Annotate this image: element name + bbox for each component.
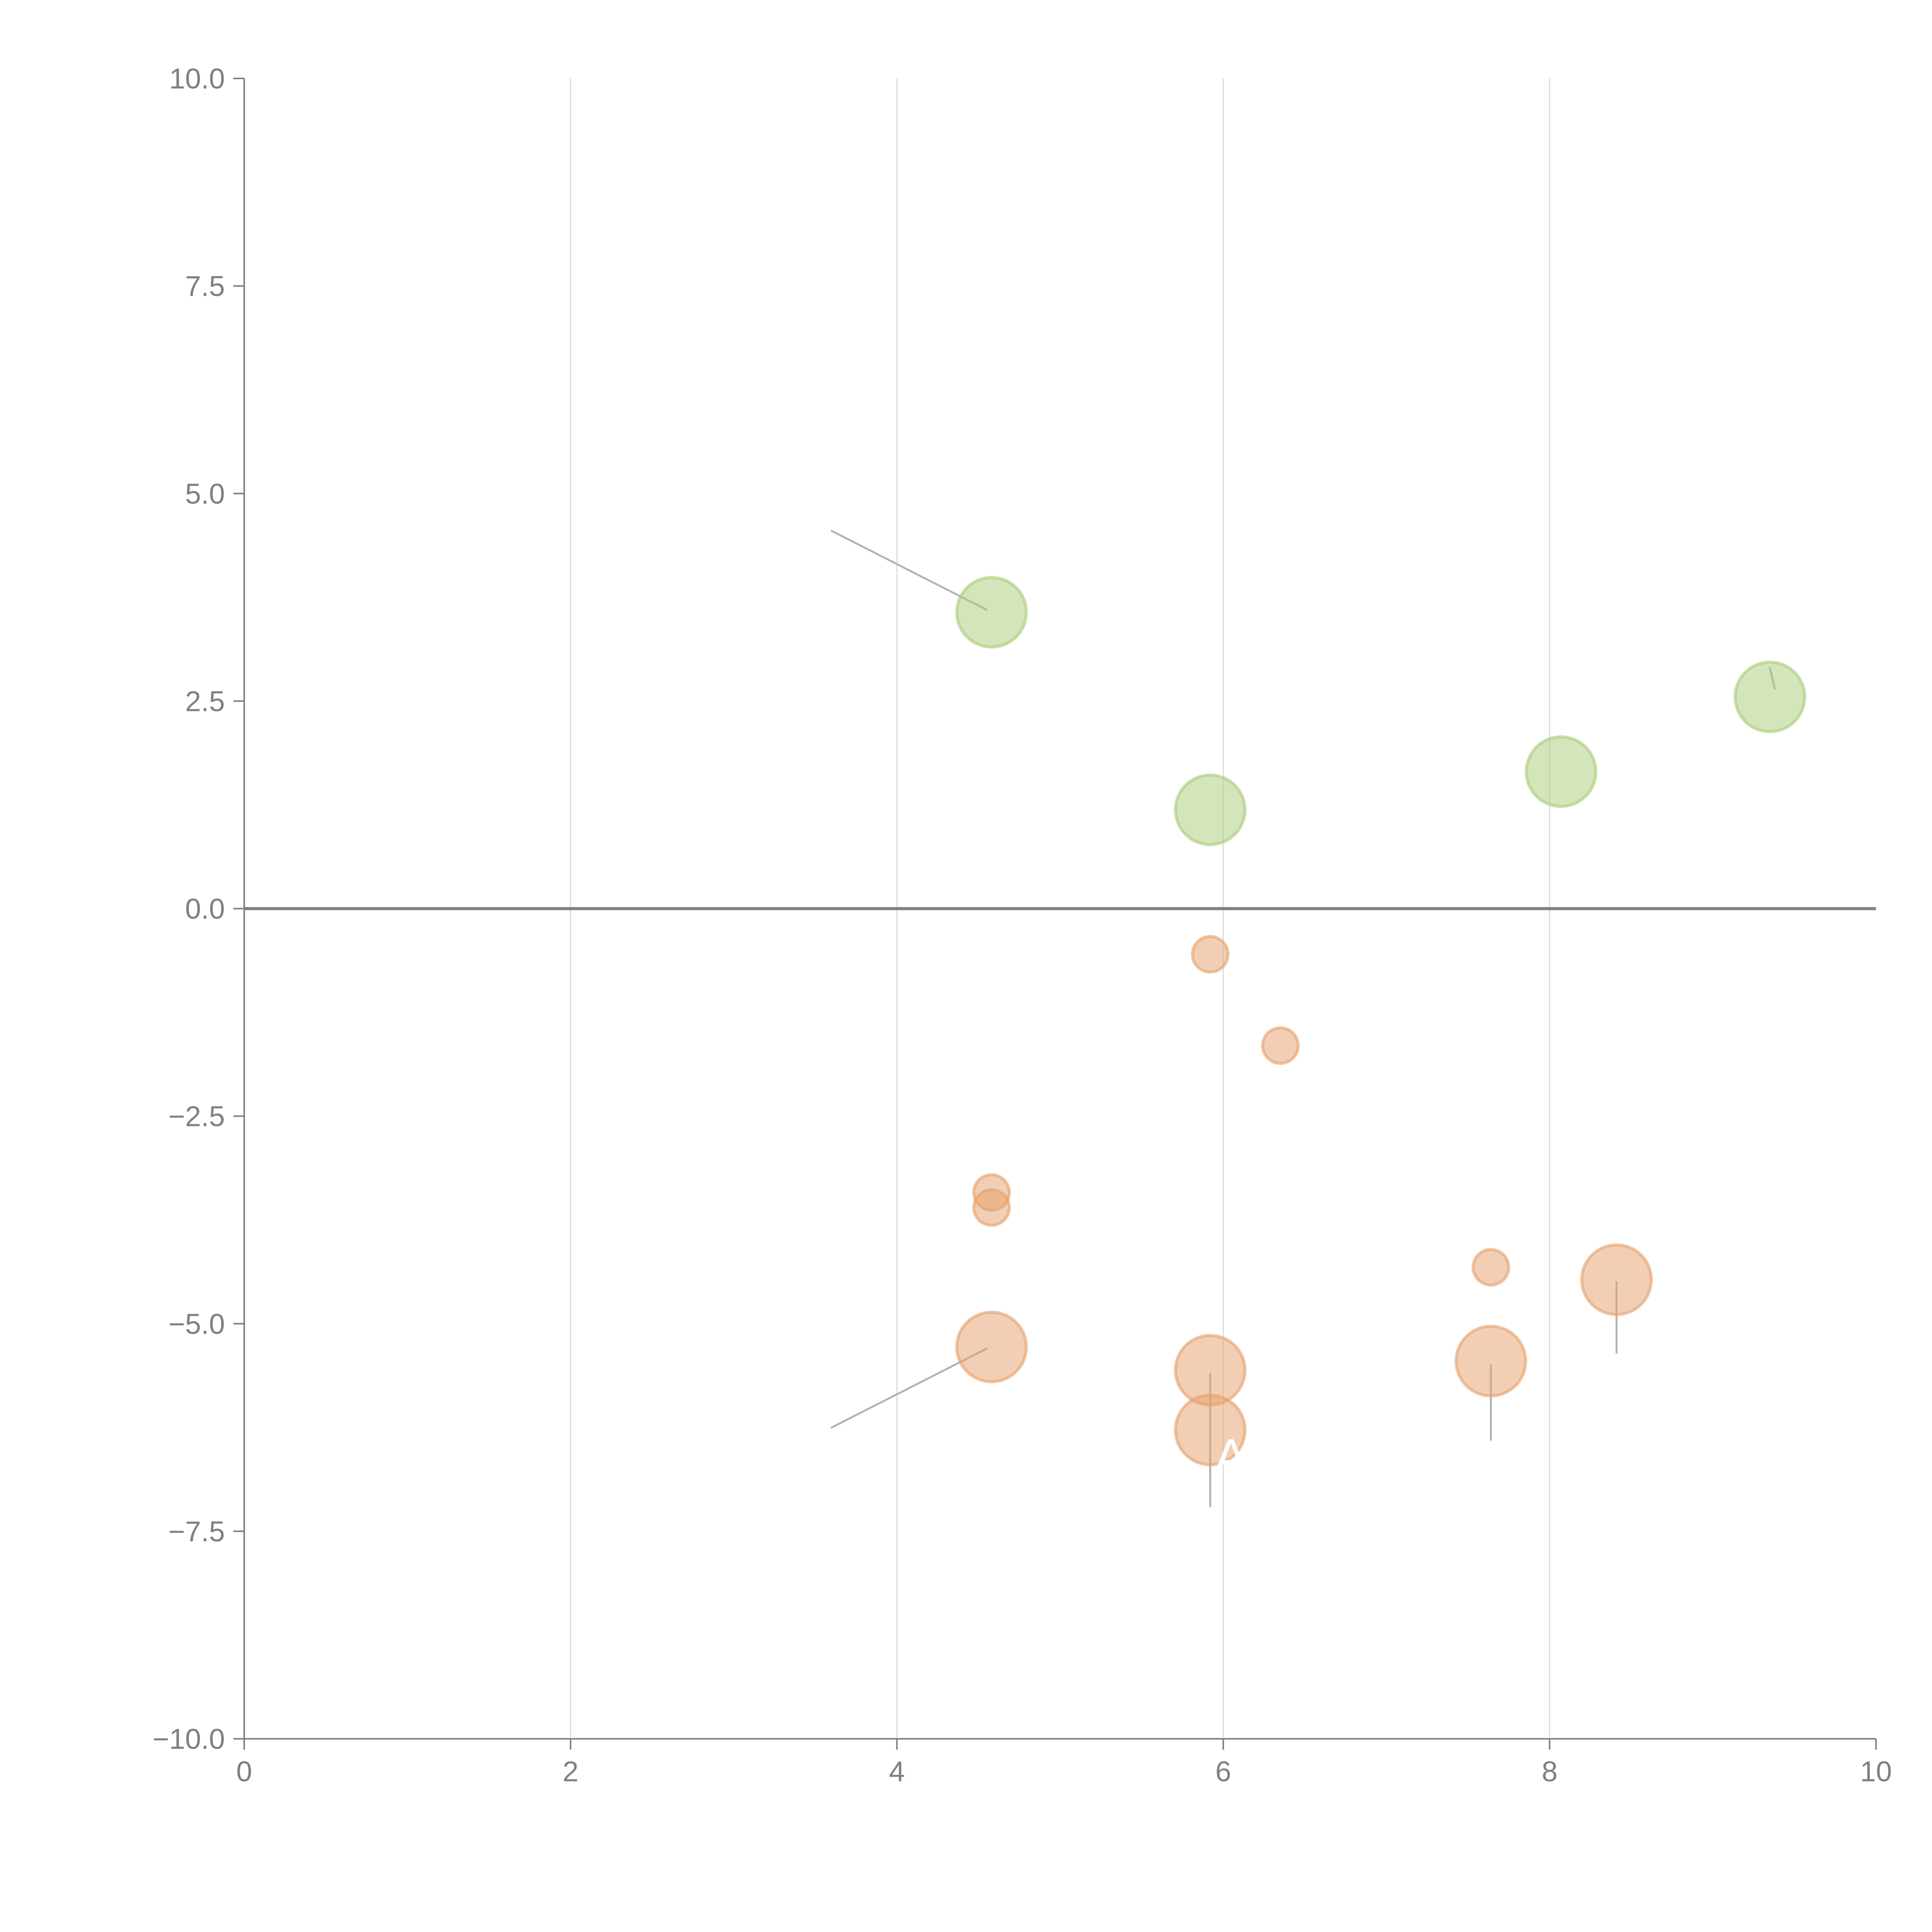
y-tick-label: 5.0 [185, 478, 225, 510]
x-tick-label: 0 [236, 1755, 252, 1787]
positive-bubble [1524, 735, 1597, 808]
y-tick-label: 2.5 [185, 685, 225, 717]
point-label: A [1214, 1429, 1248, 1485]
y-tick-label: 7.5 [185, 270, 225, 302]
positive-bubble [1733, 660, 1806, 733]
x-tick-label: 4 [889, 1755, 905, 1787]
x-tick-label: 6 [1215, 1755, 1231, 1787]
negative-bubble [1261, 1026, 1300, 1065]
positive-bubble [955, 576, 1028, 649]
y-tick-label: 10.0 [169, 63, 225, 95]
x-tick-label: 8 [1542, 1755, 1558, 1787]
negative-bubble [955, 1310, 1028, 1383]
negative-bubble [972, 1188, 1011, 1227]
positive-bubble [1174, 773, 1247, 846]
point-labels: A [1214, 1429, 1248, 1485]
x-tick-label: 2 [563, 1755, 578, 1787]
bubbles [955, 576, 1806, 1466]
negative-bubble [1174, 1393, 1247, 1466]
y-tick-label: 0.0 [185, 893, 225, 925]
x-tick-label: 10 [1860, 1755, 1892, 1787]
negative-bubble [1191, 935, 1230, 974]
axes: 10.0 7.5 5.0 2.5 0.0 −2.5 −5.0 −7.5 −10.0 0 2 4 6 8 10 [153, 63, 1892, 1787]
negative-bubble [1580, 1243, 1653, 1316]
y-tick-label: −2.5 [168, 1100, 225, 1133]
y-tick-label: −7.5 [168, 1515, 225, 1548]
negative-bubble [1471, 1248, 1510, 1287]
negative-bubble [1454, 1325, 1527, 1398]
y-tick-label: −5.0 [168, 1308, 225, 1340]
y-tick-label: −10.0 [153, 1723, 225, 1755]
